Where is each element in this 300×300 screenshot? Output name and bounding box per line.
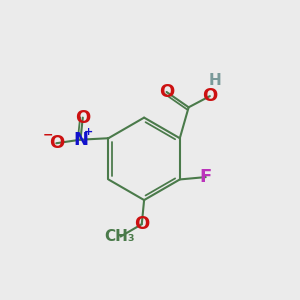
Text: CH₃: CH₃ [104,229,134,244]
Text: O: O [159,83,174,101]
Text: H: H [209,73,221,88]
Text: F: F [200,168,212,186]
Text: +: + [84,127,93,137]
Text: O: O [49,134,64,152]
Text: O: O [202,87,218,105]
Text: O: O [75,109,90,127]
Text: O: O [134,215,149,233]
Text: −: − [42,128,53,142]
Text: N: N [73,131,88,149]
